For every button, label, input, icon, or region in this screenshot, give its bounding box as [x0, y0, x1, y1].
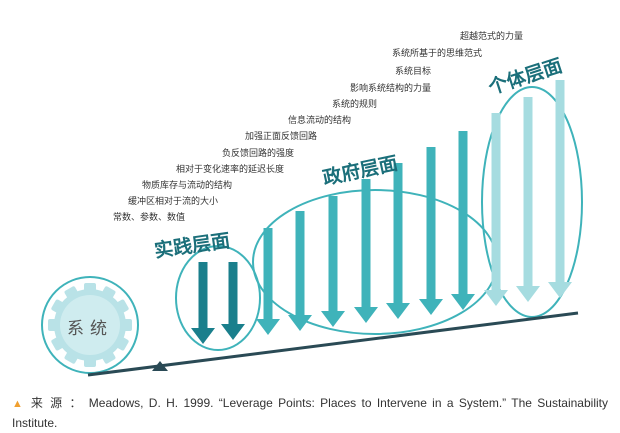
fulcrum-icon — [152, 361, 168, 371]
leverage-point-label-10: 系统目标 — [395, 67, 432, 77]
leverage-diagram: 系统 实践层面 政府层面 个体层面 常数、参数、数值 缓冲区相对于流的大小 物质库存… — [41, 32, 583, 377]
system-label: 系统 — [67, 319, 113, 339]
leverage-point-label-3: 物质库存与流动的结构 — [142, 181, 233, 191]
leverage-arrow-8 — [419, 147, 443, 315]
source-caption: ▲ 来 源 ： Meadows, D. H. 1999. “Leverage Po… — [12, 394, 608, 433]
triangle-marker-icon: ▲ — [12, 398, 25, 410]
leverage-arrow-3 — [256, 228, 280, 335]
leverage-point-label-9: 影响系统结构的力量 — [350, 84, 432, 94]
leverage-point-label-4: 相对于变化速率的延迟长度 — [176, 165, 285, 175]
leverage-arrow-11 — [516, 97, 540, 302]
leverage-point-label-7: 信息流动的结构 — [288, 116, 352, 126]
leverage-arrow-1 — [191, 262, 215, 344]
leverage-point-label-11: 系统所基于的思维范式 — [392, 49, 483, 59]
leverage-point-label-1: 常数、参数、数值 — [113, 213, 186, 223]
leverage-point-label-12: 超越范式的力量 — [460, 32, 524, 42]
leverage-arrow-10 — [484, 113, 508, 306]
lever-bar — [87, 311, 579, 377]
leverage-arrow-6 — [354, 179, 378, 323]
diagram-svg — [41, 80, 583, 377]
leverage-arrow-9 — [451, 131, 475, 310]
leverage-point-label-6: 加强正面反馈回路 — [245, 132, 318, 142]
leverage-arrow-5 — [321, 196, 345, 327]
leverage-point-label-2: 缓冲区相对于流的大小 — [128, 197, 219, 207]
gear-icon — [41, 276, 139, 374]
leverage-point-label-5: 负反馈回路的强度 — [222, 149, 295, 159]
leverage-arrow-2 — [221, 262, 245, 340]
caption-text: 来 源 ： Meadows, D. H. 1999. “Leverage Poi… — [12, 396, 608, 430]
individual-ellipse — [481, 86, 583, 318]
leverage-arrow-7 — [386, 163, 410, 319]
leverage-arrow-12 — [548, 80, 572, 298]
practice-ellipse — [175, 245, 261, 351]
leverage-arrow-4 — [288, 211, 312, 331]
leverage-point-label-8: 系统的规则 — [332, 100, 378, 110]
